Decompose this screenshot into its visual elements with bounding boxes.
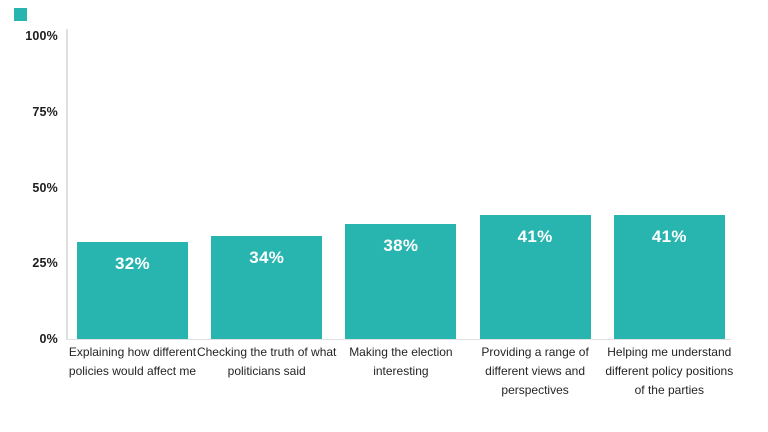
x-axis-category-label: Helping me understand different policy po… [594, 343, 744, 400]
bar-value-label: 38% [383, 235, 419, 255]
category-label-line: Making the election [349, 345, 453, 359]
y-axis-tick-label: 25% [32, 256, 58, 271]
plot-area: 32% 34% 38% 41% 41% [66, 29, 731, 340]
x-axis-category-label: Providing a range of different views and p… [460, 343, 610, 400]
bar: 32% [77, 242, 188, 339]
y-axis-tick-label: 75% [32, 104, 58, 119]
x-axis-category-label: Checking the truth of what politicians sa… [192, 343, 342, 381]
category-label-line: policies would affect me [68, 364, 197, 378]
x-axis-line [66, 338, 731, 340]
category-label-line: Helping me understand [607, 345, 732, 359]
bar: 41% [613, 214, 725, 339]
y-axis-tick-label: 100% [25, 29, 58, 43]
bar: 34% [211, 235, 323, 339]
y-axis-tick-label: 0% [39, 332, 58, 346]
category-label-line: interesting [373, 364, 429, 378]
category-label-line: politicians said [227, 364, 306, 378]
category-label-line: Checking the truth of what [196, 345, 337, 359]
bar: 41% [479, 214, 591, 339]
category-label-line: perspectives [501, 383, 569, 397]
category-label-line: of the parties [634, 383, 704, 397]
y-axis-tick-label: 50% [32, 180, 58, 195]
category-label-line: different policy positions [605, 364, 734, 378]
bar-value-label: 41% [517, 226, 553, 246]
bar-value-label: 32% [115, 254, 150, 274]
category-label-line: different views and [485, 364, 586, 378]
x-axis-category-label: Explaining how different policies would a… [58, 343, 208, 381]
bar-value-label: 34% [249, 247, 285, 267]
bar: 38% [345, 223, 457, 339]
category-label-line: Providing a range of [481, 345, 589, 359]
teal-legend-swatch [14, 8, 27, 21]
category-label-line: Explaining how different [68, 345, 197, 359]
y-axis-line [66, 29, 68, 339]
x-axis-category-label: Making the election interesting [326, 343, 476, 381]
bar-value-label: 41% [651, 226, 687, 246]
